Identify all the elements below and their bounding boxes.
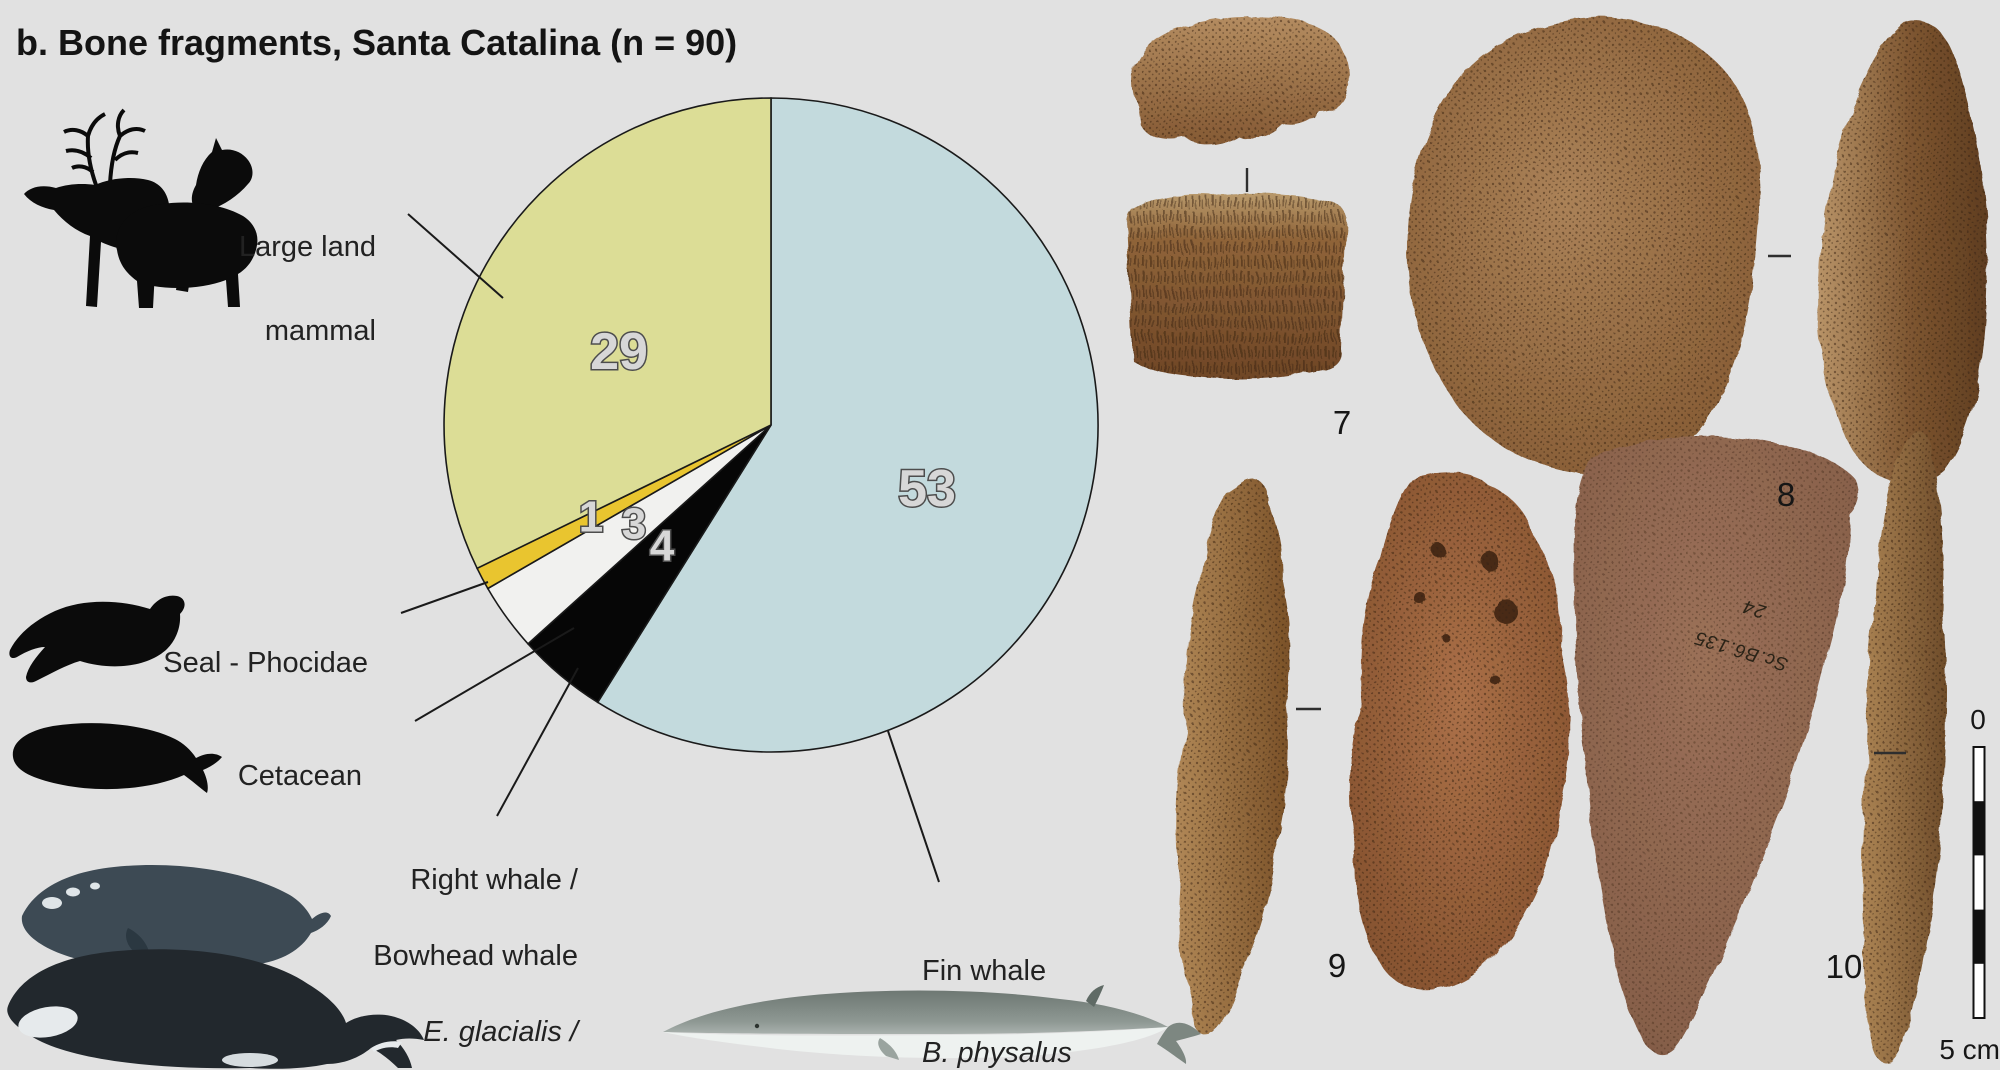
leader-cetacean-line	[414, 627, 575, 722]
specimen-10-photo	[1572, 431, 1947, 1063]
fin-whale-eye	[754, 1023, 760, 1029]
label-line: Fin whale	[922, 955, 1047, 987]
scale-bar-zero-label: 0	[1970, 704, 1986, 735]
label-line-species: B. physalus	[922, 1037, 1072, 1069]
pie-slice-count-29: 29	[590, 323, 648, 381]
fin-whale-dorsal-body	[663, 990, 1168, 1034]
specimen-8-photo	[1406, 17, 1989, 484]
label-line: mammal	[264, 315, 376, 347]
handwritten-id-line: 24	[1740, 595, 1769, 622]
pie-slice-count-4: 4	[650, 522, 675, 571]
bone-7-lower-texture	[1126, 192, 1347, 379]
leader-seal-line	[400, 581, 489, 614]
leader-right-whale-line	[496, 667, 579, 817]
label-right-whale-bowhead: Right whale / Bowhead whale E. glacialis…	[330, 823, 578, 1070]
specimen-number-8: 8	[1776, 476, 1796, 513]
label-line: Right whale /	[410, 864, 578, 896]
right-whale-body	[21, 865, 331, 970]
bone-10-left-texture	[1572, 435, 1861, 1055]
pie-chart	[443, 97, 1099, 753]
bowhead-chin-patch	[18, 1006, 78, 1038]
fin-whale-illustration	[663, 985, 1201, 1064]
leader-lines	[400, 213, 940, 883]
deer-antler-left-icon	[63, 112, 106, 186]
bowhead-body	[7, 949, 424, 1069]
panel-title: b. Bone fragments, Santa Catalina (n = 9…	[16, 22, 738, 63]
callosity-patch	[42, 897, 62, 909]
bowhead-whale-illustration	[7, 949, 424, 1069]
leader-large-land-mammal-line	[407, 213, 504, 299]
specimen-9-photo	[1176, 472, 1571, 1034]
bowhead-fluke-edge	[371, 1041, 402, 1052]
bone-8-left-texture	[1406, 17, 1760, 476]
pie-value-labels: 53 431 29	[577, 322, 957, 573]
specimen-number-9: 9	[1327, 947, 1347, 984]
bone-9-right-texture	[1350, 472, 1571, 991]
label-line: Seal - Phocidae	[163, 647, 368, 679]
seal-silhouette	[9, 595, 185, 683]
handwritten-id-line: Sc.B6.135	[1692, 626, 1791, 675]
fin-whale-dorsal-fin	[1086, 985, 1104, 1007]
pie-slice-29	[443, 97, 772, 570]
label-line-species: E. glacialis /	[423, 1016, 578, 1048]
pie-slice-count-1: 1	[579, 493, 603, 542]
scale-bar-segment	[1973, 801, 1985, 856]
bison-silhouette	[115, 202, 258, 308]
label-line: Bowhead whale	[373, 940, 578, 972]
label-line: Large land	[238, 231, 376, 263]
fin-whale-flipper	[878, 1038, 899, 1060]
specimen-number-10: 10	[1825, 948, 1863, 985]
scale-bar-body	[1972, 746, 1986, 1019]
bone-7-upper-texture	[1132, 16, 1350, 144]
label-large-land-mammal: Large land mammal	[130, 184, 376, 394]
fin-whale-belly	[663, 1027, 1168, 1059]
specimen-number-7: 7	[1332, 404, 1352, 441]
scale-bar	[1972, 746, 1986, 1019]
label-fin-whale: Fin whale B. physalus	[922, 910, 1202, 1070]
scale-bar-segment	[1973, 909, 1985, 964]
pie-slice-53	[596, 97, 1099, 753]
label-line: Cetacean	[237, 760, 362, 792]
fin-whale-fluke	[1157, 1022, 1201, 1064]
scale-bar-5cm-label: 5 cm	[1939, 1034, 2000, 1065]
bone-9-left-texture	[1176, 479, 1291, 1034]
leader-fin-whale-line	[887, 730, 940, 883]
callosity-patch	[90, 882, 100, 890]
bone-8-right-texture	[1818, 19, 1989, 484]
callosity-patch	[66, 887, 80, 897]
specimen-separators	[1245, 168, 1906, 755]
bowhead-belly-patch	[222, 1053, 278, 1067]
specimen-7-photo	[1126, 16, 1350, 379]
bone-10-right-texture	[1861, 431, 1947, 1063]
bone-9-holes	[1414, 543, 1518, 685]
cetacean-whale-silhouette	[12, 723, 222, 793]
label-seal-phocidae: Seal - Phocidae	[140, 600, 368, 726]
right-whale-flipper	[126, 928, 150, 956]
pie-slice-count-53: 53	[898, 460, 956, 518]
pie-slice-count-3: 3	[622, 500, 646, 549]
label-cetacean: Cetacean	[150, 713, 362, 839]
land-mammals-silhouette	[24, 108, 258, 308]
deer-antler-right-icon	[108, 108, 146, 185]
